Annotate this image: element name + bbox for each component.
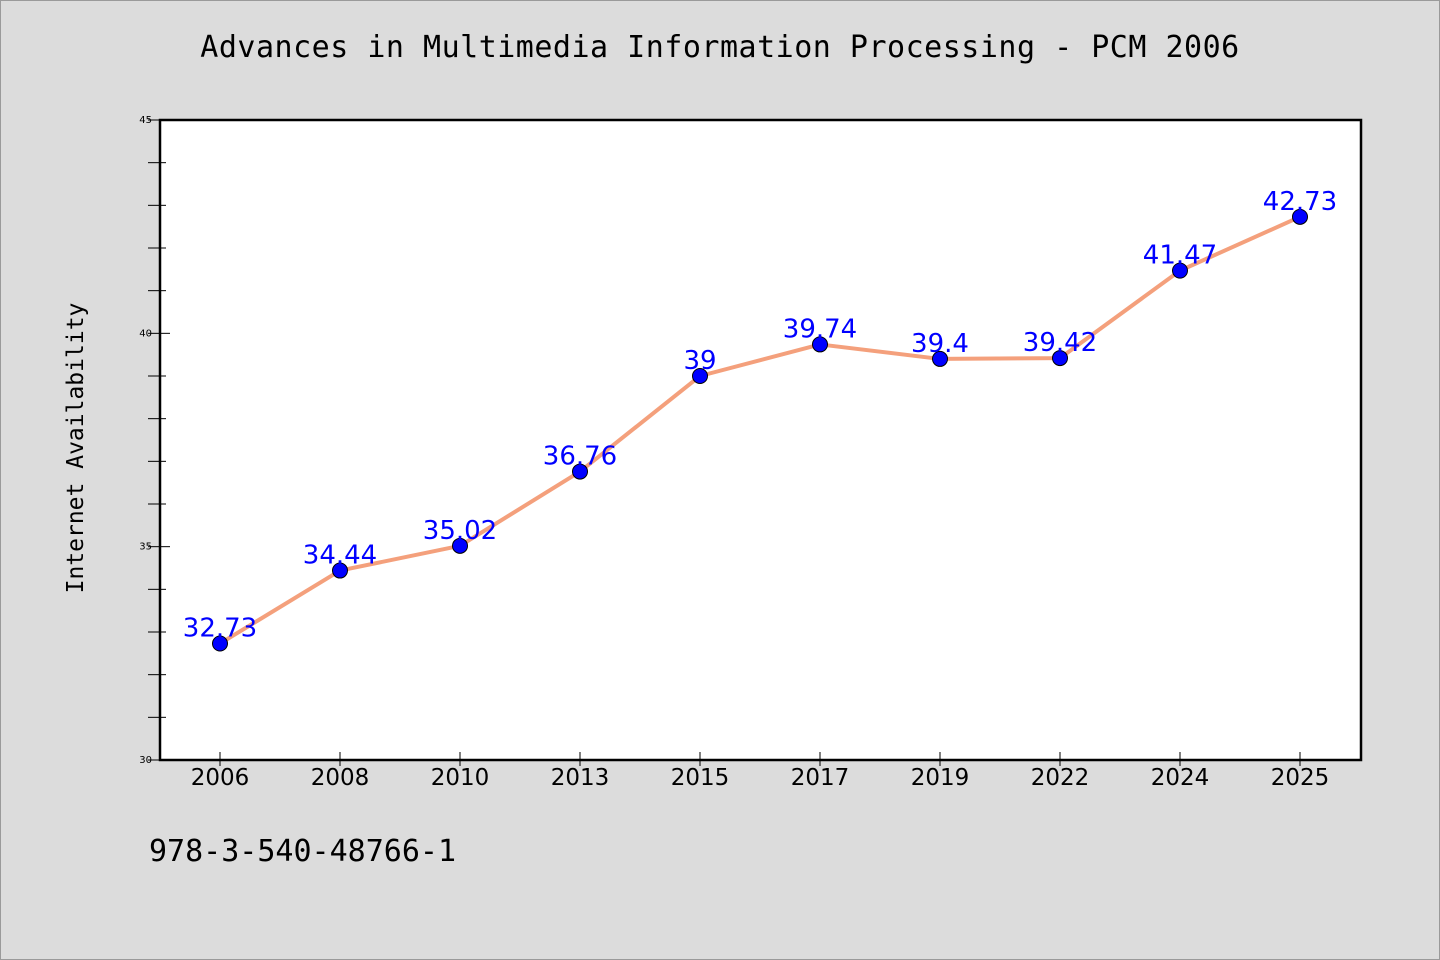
- plot-area: [160, 120, 1361, 760]
- chart-title: Advances in Multimedia Information Proce…: [200, 30, 1240, 65]
- x-tick-label: 2010: [431, 765, 490, 791]
- data-point: [212, 635, 228, 652]
- y-tick-label: 40: [139, 328, 152, 339]
- data-point: [692, 368, 708, 384]
- data-label: 36.76: [543, 442, 617, 472]
- data-point: [1052, 350, 1068, 367]
- data-markers: [212, 208, 1308, 652]
- y-tick-label: 45: [139, 115, 152, 126]
- data-point: [1292, 208, 1308, 225]
- x-tick-label: 2006: [191, 765, 250, 791]
- data-point: [332, 562, 348, 579]
- data-label: 39.42: [1023, 328, 1097, 358]
- x-tick-label: 2025: [1271, 765, 1330, 791]
- data-label: 32.73: [183, 614, 257, 644]
- data-label: 39: [683, 346, 716, 376]
- x-tick-label: 2017: [791, 765, 850, 791]
- x-tick-label: 2024: [1151, 765, 1210, 791]
- data-point: [452, 537, 468, 554]
- data-point: [572, 463, 588, 480]
- x-tick-label: 2008: [311, 765, 370, 791]
- y-tick-label: 35: [139, 542, 152, 553]
- plot-border: [158, 118, 1363, 762]
- x-tick-label: 2013: [551, 765, 610, 791]
- x-axis: 2006 2008 2010 2013 2015 2017 2019 2022 2024 2025: [191, 752, 1330, 791]
- data-label: 41.47: [1143, 241, 1217, 271]
- data-point: [812, 336, 828, 353]
- data-labels: 32.73 34.44 35.02 36.76 39 39.74 39.4 39.42 41.4…: [183, 187, 1337, 644]
- isbn-text: 978-3-540-48766-1: [149, 834, 457, 869]
- data-label: 39.4: [911, 329, 969, 359]
- data-label: 42.73: [1263, 187, 1337, 217]
- series-line: [218, 214, 1302, 646]
- x-tick-label: 2019: [911, 765, 970, 791]
- data-label: 34.44: [303, 541, 377, 571]
- x-tick-label: 2015: [671, 765, 730, 791]
- data-point: [1172, 262, 1188, 279]
- data-point: [932, 350, 948, 367]
- data-label: 39.74: [783, 314, 857, 344]
- data-label: 35.02: [423, 516, 497, 546]
- x-tick-label: 2022: [1031, 765, 1090, 791]
- y-tick-label: 30: [139, 755, 152, 766]
